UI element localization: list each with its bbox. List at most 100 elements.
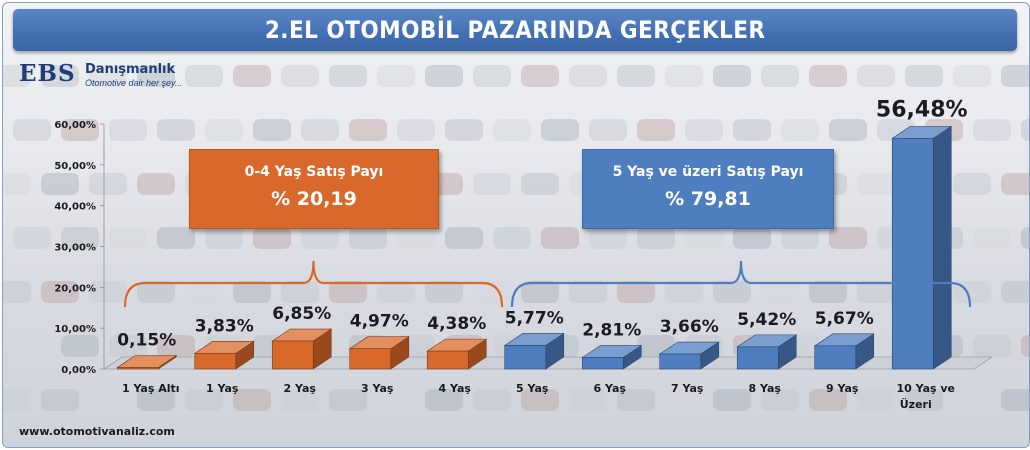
background-car xyxy=(521,173,559,195)
bar-value-label: 3,83% xyxy=(195,316,254,336)
background-car xyxy=(569,65,607,87)
bar-value-label: 5,67% xyxy=(815,309,874,329)
bar-front xyxy=(736,346,779,370)
background-car xyxy=(445,227,483,249)
background-car xyxy=(857,173,895,195)
background-car xyxy=(109,119,147,141)
background-car xyxy=(761,389,799,411)
background-car xyxy=(109,227,147,249)
background-car xyxy=(665,389,703,411)
x-category-label: 1 Yaş xyxy=(206,382,239,395)
background-car xyxy=(713,389,751,411)
bar xyxy=(581,344,643,370)
bar xyxy=(891,125,953,370)
background-car xyxy=(89,281,127,303)
bar-value-label: 56,48% xyxy=(876,97,968,122)
page-title: 2.EL OTOMOBİL PAZARINDA GERÇEKLER xyxy=(264,16,766,44)
background-car xyxy=(89,173,127,195)
bar-value-label: 4,97% xyxy=(350,312,409,332)
background-car xyxy=(185,65,223,87)
bar xyxy=(116,354,178,370)
x-category-label: 10 Yaş ve Üzeri xyxy=(896,382,955,411)
background-car xyxy=(205,119,243,141)
bar xyxy=(736,334,798,370)
background-car xyxy=(685,227,723,249)
bar-front xyxy=(581,357,624,370)
background-car xyxy=(589,227,627,249)
x-category-label: 3 Yaş xyxy=(361,382,394,395)
background-car xyxy=(617,281,655,303)
background-car xyxy=(3,389,31,411)
bar xyxy=(348,336,410,370)
background-car xyxy=(637,119,675,141)
background-car xyxy=(89,389,127,411)
bar xyxy=(813,333,875,370)
background-car xyxy=(1001,281,1029,303)
y-tick-label: 50,00% xyxy=(54,161,96,172)
background-car xyxy=(1021,119,1029,141)
background-car xyxy=(137,281,175,303)
background-car xyxy=(205,227,243,249)
background-car xyxy=(809,281,847,303)
background-car xyxy=(953,173,991,195)
bar-value-label: 5,42% xyxy=(737,310,796,330)
background-car xyxy=(473,173,511,195)
background-car xyxy=(973,335,1011,357)
background-car xyxy=(329,65,367,87)
y-tick-label: 40,00% xyxy=(54,202,96,213)
bar-front xyxy=(116,367,159,370)
background-car xyxy=(685,119,723,141)
x-category-label: 8 Yaş xyxy=(749,382,782,395)
background-car xyxy=(905,65,943,87)
background-car xyxy=(1001,65,1029,87)
background-car xyxy=(617,65,655,87)
background-car xyxy=(301,227,339,249)
background-car xyxy=(761,65,799,87)
bar-value-label: 6,85% xyxy=(272,304,331,324)
logo: EBS Danışmanlık Otomotive dair her şey..… xyxy=(19,60,182,88)
background-car xyxy=(137,65,175,87)
background-car xyxy=(589,119,627,141)
background-car xyxy=(521,65,559,87)
background-car xyxy=(857,281,895,303)
background-car xyxy=(137,173,175,195)
background-car xyxy=(3,65,31,87)
bar-front xyxy=(504,345,547,370)
background-car xyxy=(233,281,271,303)
background-car xyxy=(89,65,127,87)
background-car xyxy=(425,65,463,87)
background-car xyxy=(425,281,463,303)
background-car xyxy=(521,389,559,411)
bar-value-label: 5,77% xyxy=(505,308,564,328)
background-car xyxy=(1001,389,1029,411)
background-car xyxy=(857,389,895,411)
background-car xyxy=(809,389,847,411)
logo-name: Danışmanlık xyxy=(85,62,176,77)
y-tick-label: 20,00% xyxy=(54,283,96,294)
background-car xyxy=(493,119,531,141)
background-car xyxy=(13,119,51,141)
x-category-label: 9 Yaş xyxy=(826,382,859,395)
bar xyxy=(503,332,565,370)
background-car xyxy=(973,119,1011,141)
background-car xyxy=(665,65,703,87)
background-car xyxy=(473,65,511,87)
background-car xyxy=(637,227,675,249)
bar-value-label: 3,66% xyxy=(660,317,719,337)
bar-front xyxy=(271,340,314,370)
background-car xyxy=(61,227,99,249)
bar-front xyxy=(891,138,934,370)
background-car xyxy=(1021,227,1029,249)
background-car xyxy=(713,65,751,87)
background-car xyxy=(157,119,195,141)
background-car xyxy=(157,335,195,357)
bar-front xyxy=(426,350,469,370)
background-car xyxy=(617,389,655,411)
old-group-brace xyxy=(510,260,972,308)
background-car xyxy=(281,281,319,303)
background-car xyxy=(569,281,607,303)
website-url: www.otomotivanaliz.com xyxy=(19,425,175,438)
old-share-label: 5 Yaş ve üzeri Satış Payı xyxy=(612,164,804,180)
y-tick-label: 30,00% xyxy=(54,243,96,254)
